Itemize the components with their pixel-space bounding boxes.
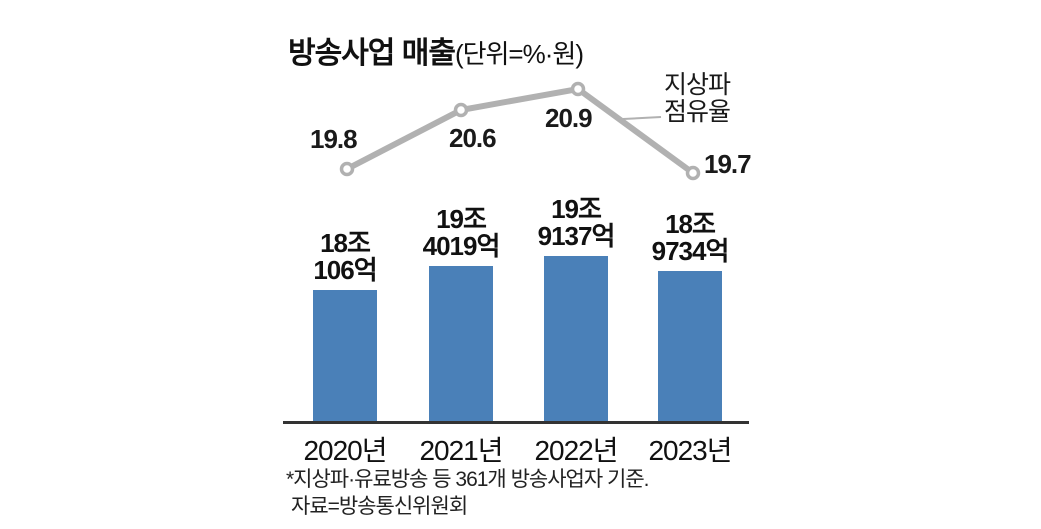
data-point-marker-2023: [685, 165, 701, 181]
x-axis-label-2023: 2023년: [648, 435, 732, 466]
revenue-label-2020-line1: 18조: [320, 228, 371, 258]
x-axis-label-2020: 2020년: [303, 435, 387, 466]
footnote-source: 자료=방송통신위원회: [291, 495, 468, 518]
data-point-marker-2021: [453, 102, 469, 118]
revenue-bar-2023: [658, 271, 722, 423]
revenue-bar-2021: [429, 266, 493, 423]
share-value-label-2020: 19.8: [310, 124, 358, 154]
chart-unit-note: (단위=%·원): [454, 39, 584, 69]
legend-terrestrial-share: 지상파 점유율: [664, 71, 731, 126]
data-point-marker-2020: [339, 161, 355, 177]
revenue-label-2023-line2: 9734억: [651, 236, 730, 266]
data-point-marker-2022: [570, 81, 586, 97]
revenue-label-2023-line1: 18조: [665, 209, 716, 239]
revenue-label-2022-line1: 19조: [551, 194, 602, 224]
revenue-bar-2022: [544, 256, 608, 423]
revenue-bar-2020: [313, 290, 377, 423]
legend-line2: 점유율: [664, 98, 731, 126]
revenue-value-label-2021: 19조 4019억: [386, 206, 536, 260]
x-axis-label-2022: 2022년: [534, 435, 618, 466]
revenue-value-label-2020: 18조 106억: [270, 230, 420, 284]
revenue-label-2022-line2: 9137억: [537, 221, 616, 251]
footnote: *지상파·유료방송 등 361개 방송사업자 기준. 자료=방송통신위원회: [286, 466, 649, 520]
share-value-label-2023: 19.7: [704, 149, 752, 179]
share-value-label-2021: 20.6: [449, 123, 497, 153]
footnote-note: *지상파·유료방송 등 361개 방송사업자 기준.: [286, 468, 649, 491]
share-value-label-2022: 20.9: [545, 103, 593, 133]
legend-line1: 지상파: [664, 71, 731, 99]
trend-line: [345, 85, 695, 176]
revenue-label-2021-line1: 19조: [436, 204, 487, 234]
revenue-label-2020-line2: 106억: [313, 255, 377, 285]
chart-title: 방송사업 매출: [288, 37, 456, 70]
revenue-value-label-2022: 19조 9137억: [501, 196, 651, 250]
legend-connector-line: [622, 116, 662, 120]
x-axis-label-2021: 2021년: [419, 435, 503, 466]
chart-title-row: 방송사업 매출(단위=%·원): [288, 28, 584, 72]
x-axis-line: [283, 421, 749, 424]
revenue-label-2021-line2: 4019억: [422, 231, 501, 261]
revenue-value-label-2023: 18조 9734억: [615, 211, 765, 265]
